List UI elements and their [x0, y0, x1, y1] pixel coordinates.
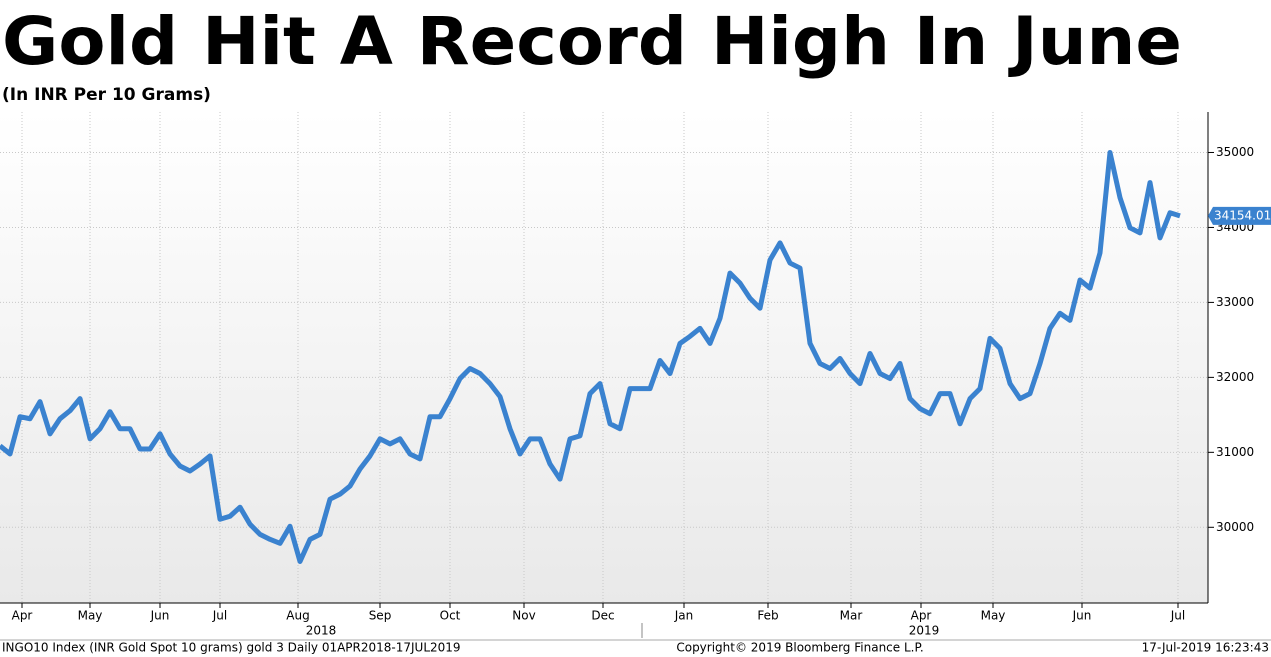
last-value-tag	[1208, 206, 1271, 225]
x-tick-label: May	[78, 609, 103, 623]
y-tick-label: 35000	[1216, 145, 1254, 159]
plot-area	[0, 112, 1208, 603]
y-tick-label: 30000	[1216, 520, 1254, 534]
y-tick-label: 33000	[1216, 295, 1254, 309]
last-value-label: 34154.01	[1214, 208, 1271, 222]
x-tick-label: Sep	[369, 609, 392, 623]
x-tick-label: Jun	[1072, 609, 1092, 623]
y-tick-label: 31000	[1216, 445, 1254, 459]
x-tick-label: Oct	[440, 609, 461, 623]
x-tick-label: Jul	[212, 609, 227, 623]
x-tick-label: Jul	[1170, 609, 1185, 623]
x-tick-label: Jun	[150, 609, 170, 623]
price-line	[0, 149, 1181, 564]
x-tick-label: May	[981, 609, 1006, 623]
chart-title: Gold Hit A Record High In June	[2, 3, 1182, 80]
x-tick-label: Feb	[757, 609, 778, 623]
year-label: 2019	[909, 624, 940, 638]
footer-left: INGO10 Index (INR Gold Spot 10 grams) go…	[2, 641, 461, 655]
x-tick-label: Apr	[911, 609, 932, 623]
x-tick-label: Mar	[840, 609, 863, 623]
year-label: 2018	[306, 624, 337, 638]
y-tick-label: 32000	[1216, 370, 1254, 384]
x-tick-label: Jan	[674, 609, 694, 623]
footer-right: 17-Jul-2019 16:23:43	[1142, 641, 1269, 655]
chart-subtitle: (In INR Per 10 Grams)	[2, 85, 211, 105]
x-tick-label: Apr	[12, 609, 33, 623]
footer-center: Copyright© 2019 Bloomberg Finance L.P.	[676, 641, 923, 655]
x-tick-label: Aug	[286, 609, 309, 623]
x-tick-label: Nov	[512, 609, 535, 623]
x-tick-label: Dec	[591, 609, 614, 623]
